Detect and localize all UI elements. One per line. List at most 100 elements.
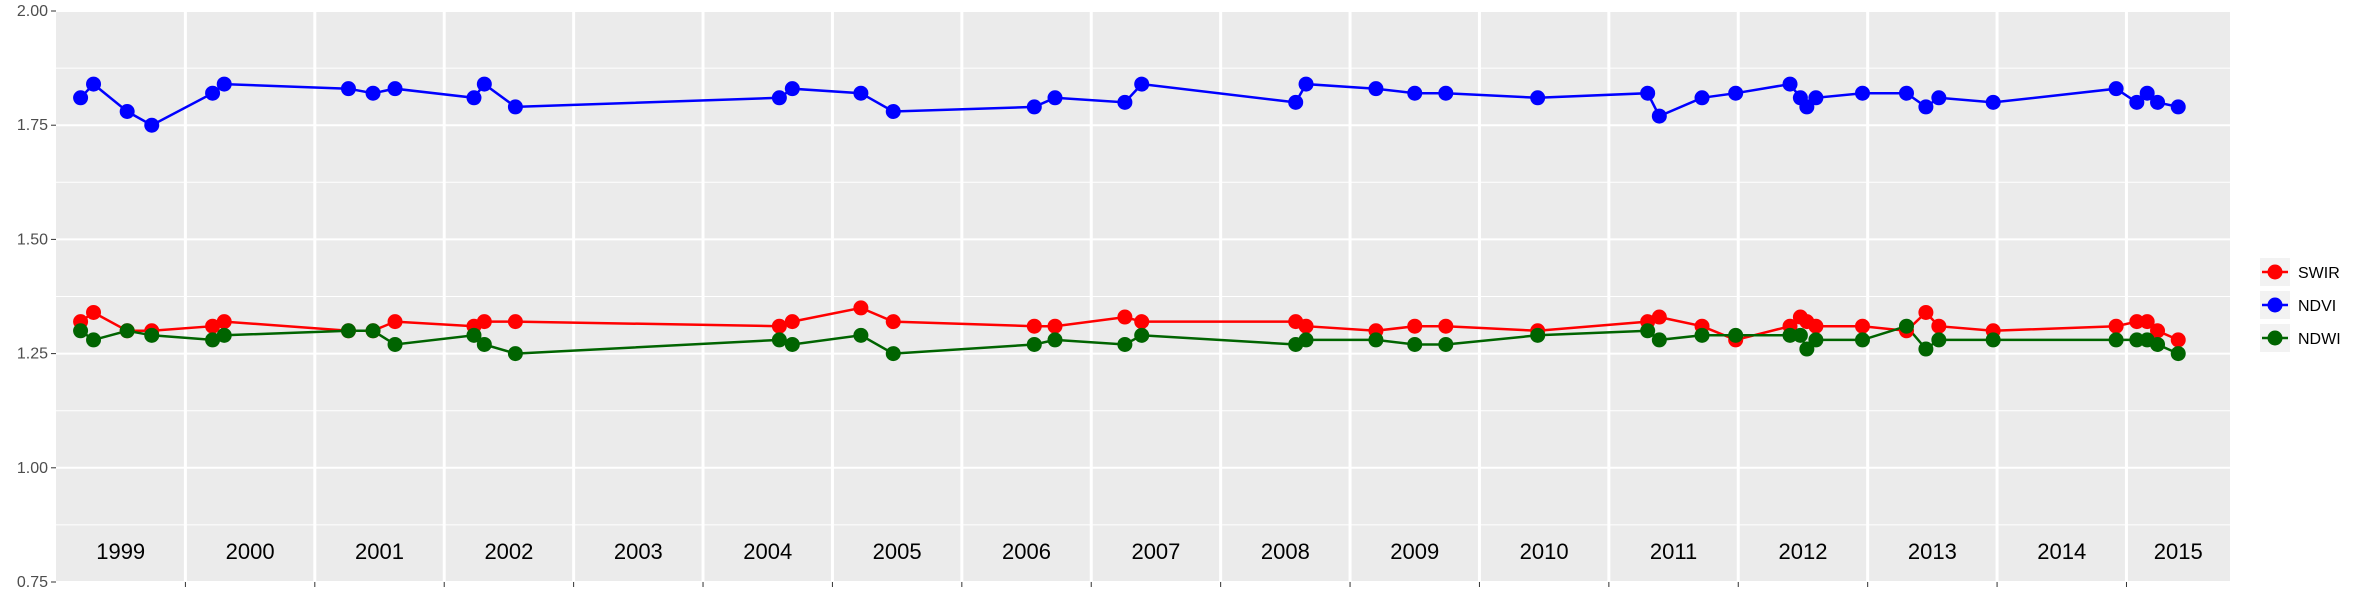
data-point-ndvi bbox=[2170, 99, 2186, 115]
year-label: 2002 bbox=[484, 539, 533, 564]
data-point-ndwi bbox=[1792, 327, 1808, 343]
data-point-ndwi bbox=[1298, 332, 1314, 348]
data-point-ndwi bbox=[1854, 332, 1870, 348]
data-point-ndwi bbox=[1782, 327, 1798, 343]
data-point-ndwi bbox=[205, 332, 221, 348]
data-point-swir bbox=[1134, 314, 1150, 330]
data-point-ndvi bbox=[784, 81, 800, 97]
year-label: 2005 bbox=[873, 539, 922, 564]
data-point-ndwi bbox=[1651, 332, 1667, 348]
year-label: 2001 bbox=[355, 539, 404, 564]
data-point-swir bbox=[216, 314, 232, 330]
data-point-ndvi bbox=[1117, 94, 1133, 110]
data-point-ndwi bbox=[1117, 336, 1133, 352]
data-point-ndvi bbox=[86, 76, 102, 92]
y-tick-label: 2.00 bbox=[17, 3, 48, 20]
data-point-ndvi bbox=[1438, 85, 1454, 101]
year-labels: 1999 2000 2001 2002 2003 2004 2005 2006 2007 2008… bbox=[96, 539, 2202, 564]
y-tick-label: 0.75 bbox=[17, 574, 48, 591]
data-point-ndvi bbox=[1134, 76, 1150, 92]
year-label: 2013 bbox=[1908, 539, 1957, 564]
data-point-ndwi bbox=[1808, 332, 1824, 348]
data-point-ndvi bbox=[1047, 90, 1063, 106]
legend-label: NDWI bbox=[2298, 331, 2341, 348]
data-point-swir bbox=[1438, 318, 1454, 334]
legend-swatch-point bbox=[2267, 330, 2283, 346]
data-point-ndvi bbox=[1288, 94, 1304, 110]
data-point-ndvi bbox=[119, 103, 135, 119]
data-point-ndvi bbox=[1985, 94, 2001, 110]
data-point-swir bbox=[1918, 304, 1934, 320]
data-point-ndvi bbox=[1368, 81, 1384, 97]
data-point-ndvi bbox=[1808, 90, 1824, 106]
data-point-ndvi bbox=[1728, 85, 1744, 101]
data-point-swir bbox=[2108, 318, 2124, 334]
legend-label: NDVI bbox=[2298, 298, 2336, 315]
data-point-ndwi bbox=[476, 336, 492, 352]
data-point-ndvi bbox=[2139, 85, 2155, 101]
year-label: 2003 bbox=[614, 539, 663, 564]
y-tick-label: 1.00 bbox=[17, 460, 48, 477]
data-point-swir bbox=[2129, 314, 2145, 330]
data-point-ndwi bbox=[771, 332, 787, 348]
data-point-ndvi bbox=[1931, 90, 1947, 106]
data-point-ndwi bbox=[466, 327, 482, 343]
data-point-ndvi bbox=[1898, 85, 1914, 101]
legend-item-swir: SWIR bbox=[2260, 258, 2340, 286]
data-point-ndwi bbox=[1799, 341, 1815, 357]
data-point-ndvi bbox=[2150, 94, 2166, 110]
data-point-ndwi bbox=[1931, 332, 1947, 348]
data-point-ndwi bbox=[1438, 336, 1454, 352]
data-point-ndvi bbox=[340, 81, 356, 97]
data-point-ndwi bbox=[1530, 327, 1546, 343]
data-point-swir bbox=[853, 300, 869, 316]
data-point-swir bbox=[1407, 318, 1423, 334]
data-point-swir bbox=[2139, 314, 2155, 330]
data-point-ndwi bbox=[119, 323, 135, 339]
data-point-swir bbox=[507, 314, 523, 330]
data-point-ndvi bbox=[1694, 90, 1710, 106]
data-point-ndwi bbox=[2108, 332, 2124, 348]
data-point-ndwi bbox=[1407, 336, 1423, 352]
data-point-swir bbox=[1931, 318, 1947, 334]
data-point-swir bbox=[1026, 318, 1042, 334]
data-point-ndvi bbox=[2129, 94, 2145, 110]
data-point-ndvi bbox=[205, 85, 221, 101]
year-label: 1999 bbox=[96, 539, 145, 564]
data-point-ndwi bbox=[1640, 323, 1656, 339]
data-point-ndwi bbox=[1134, 327, 1150, 343]
legend-item-ndvi: NDVI bbox=[2260, 291, 2336, 319]
data-point-swir bbox=[1047, 318, 1063, 334]
legend-label: SWIR bbox=[2298, 265, 2340, 282]
data-point-ndwi bbox=[1047, 332, 1063, 348]
data-point-swir bbox=[771, 318, 787, 334]
data-point-ndwi bbox=[507, 346, 523, 362]
legend: SWIR NDVI NDWI bbox=[2260, 258, 2341, 352]
data-point-ndvi bbox=[885, 103, 901, 119]
data-point-ndwi bbox=[1728, 327, 1744, 343]
year-label: 2012 bbox=[1778, 539, 1827, 564]
data-point-swir bbox=[885, 314, 901, 330]
data-point-ndwi bbox=[1368, 332, 1384, 348]
data-point-ndwi bbox=[2129, 332, 2145, 348]
data-point-ndwi bbox=[885, 346, 901, 362]
data-point-ndvi bbox=[466, 90, 482, 106]
year-label: 2007 bbox=[1131, 539, 1180, 564]
data-point-ndvi bbox=[1407, 85, 1423, 101]
year-label: 2004 bbox=[743, 539, 792, 564]
data-point-ndwi bbox=[2170, 346, 2186, 362]
data-point-ndwi bbox=[365, 323, 381, 339]
data-point-ndvi bbox=[853, 85, 869, 101]
year-label: 2014 bbox=[2037, 539, 2086, 564]
data-point-swir bbox=[476, 314, 492, 330]
data-point-swir bbox=[1298, 318, 1314, 334]
data-point-swir bbox=[1808, 318, 1824, 334]
data-point-ndwi bbox=[86, 332, 102, 348]
data-point-swir bbox=[784, 314, 800, 330]
data-point-ndvi bbox=[387, 81, 403, 97]
data-point-ndwi bbox=[1985, 332, 2001, 348]
year-label: 2015 bbox=[2154, 539, 2203, 564]
data-point-ndvi bbox=[1026, 99, 1042, 115]
y-tick-label: 1.75 bbox=[17, 117, 48, 134]
